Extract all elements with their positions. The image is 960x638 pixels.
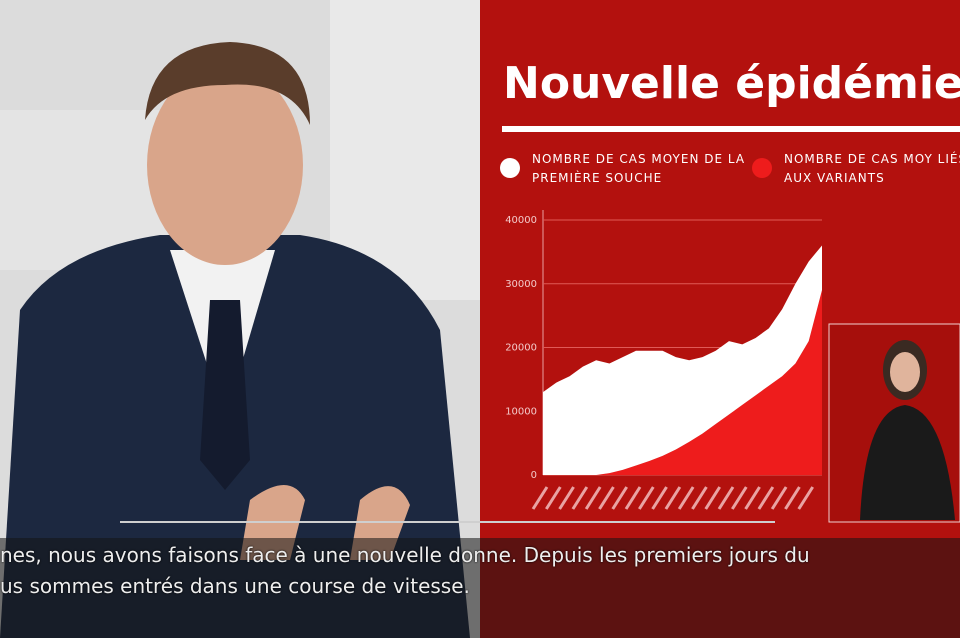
- area: [543, 245, 822, 475]
- chart-title: Nouvelle épidémie: [503, 58, 960, 109]
- face: [147, 65, 303, 265]
- legend-label: NOMBRE DE CAS MOY LIÉS AUX VARIANTS: [784, 152, 960, 185]
- x-tick-label-stroke: [598, 486, 615, 510]
- x-tick-label-stroke: [717, 486, 735, 510]
- x-tick-label-stroke: [691, 486, 708, 510]
- title-rule: [502, 126, 960, 132]
- y-tick-label: 30000: [505, 279, 537, 290]
- x-tick-label-stroke: [584, 486, 602, 510]
- x-tick-label-stroke: [638, 486, 655, 510]
- subtitle-line: us sommes entrés dans une course de vite…: [0, 574, 470, 598]
- y-tick-label: 20000: [505, 343, 537, 354]
- x-tick-label-stroke: [664, 486, 682, 510]
- hair: [145, 42, 310, 125]
- y-tick-label: 10000: [505, 406, 537, 417]
- x-tick-label-stroke: [677, 486, 695, 510]
- y-tick-label: 0: [531, 470, 537, 481]
- legend-swatch: [752, 158, 772, 178]
- x-tick-label-stroke: [624, 486, 642, 510]
- subtitle-band: [0, 538, 960, 638]
- tie: [200, 300, 250, 490]
- y-tick-label: 40000: [505, 215, 537, 226]
- x-tick-label-stroke: [797, 486, 814, 510]
- x-tick-label-stroke: [531, 486, 549, 510]
- x-tick-label-stroke: [731, 486, 748, 510]
- subtitle-line: nes, nous avons faisons face à une nouve…: [0, 543, 810, 567]
- x-tick-label-stroke: [611, 486, 628, 510]
- x-tick-label-stroke: [558, 486, 575, 510]
- x-tick-label-stroke: [651, 486, 668, 510]
- area: [543, 290, 822, 475]
- legend-label: NOMBRE DE CAS MOYEN DE LA PREMIÈRE SOUCH…: [532, 152, 746, 185]
- x-tick-label-stroke: [704, 486, 721, 510]
- x-tick-label-stroke: [784, 486, 801, 510]
- legend-item: NOMBRE DE CAS MOY LIÉS AUX VARIANTS: [752, 150, 960, 188]
- x-tick-label-stroke: [770, 486, 788, 510]
- legend-swatch: [500, 158, 520, 178]
- x-tick-label-stroke: [744, 486, 761, 510]
- x-tick-label-stroke: [757, 486, 775, 510]
- x-tick-label-stroke: [545, 486, 562, 510]
- infographic-background: [480, 0, 960, 638]
- interpreter-body: [860, 405, 955, 520]
- legend-item: NOMBRE DE CAS MOYEN DE LA PREMIÈRE SOUCH…: [500, 150, 747, 188]
- studio-panel: [330, 0, 480, 300]
- interpreter-face: [890, 352, 920, 392]
- x-tick-label-stroke: [571, 486, 589, 510]
